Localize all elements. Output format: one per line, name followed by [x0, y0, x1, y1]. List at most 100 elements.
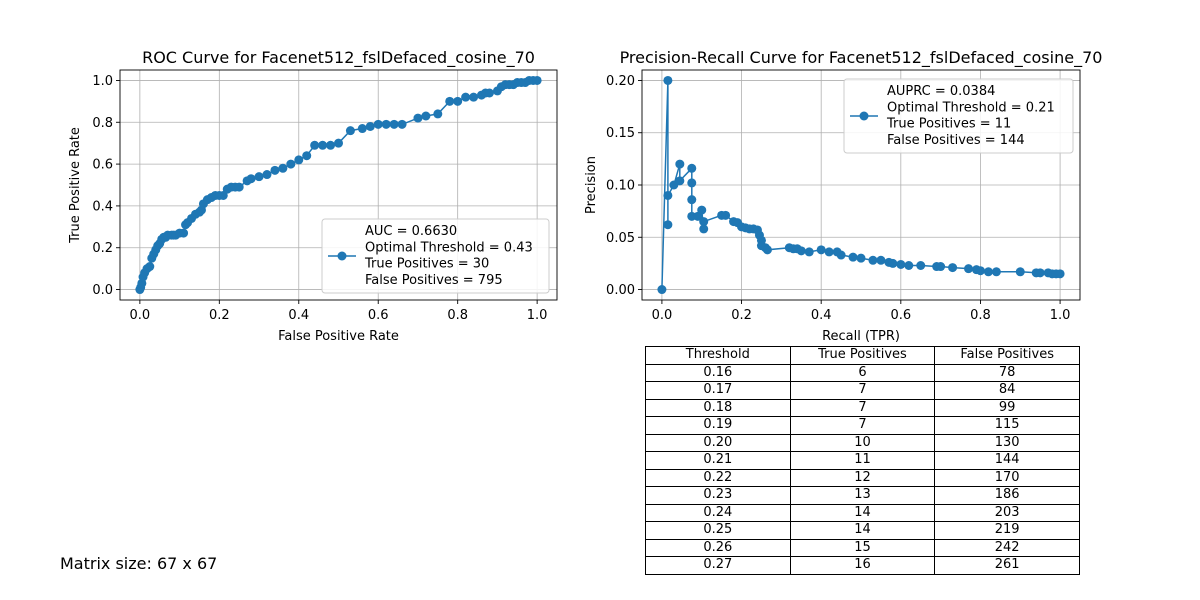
- data-point: [824, 247, 834, 257]
- axes-frame: [119, 69, 558, 301]
- data-point: [381, 119, 391, 129]
- data-point: [816, 245, 826, 255]
- table-cell: 130: [934, 433, 1080, 452]
- data-point: [373, 119, 383, 129]
- data-point: [357, 124, 367, 134]
- data-point: [856, 253, 866, 263]
- data-point: [936, 262, 946, 272]
- data-point: [1035, 268, 1045, 278]
- table-cell: 84: [934, 381, 1080, 400]
- table-row: 0.21 11 144: [645, 451, 1080, 470]
- data-point: [836, 250, 846, 260]
- data-point: [699, 224, 709, 234]
- y-tick-label: 1.0: [92, 74, 113, 89]
- chart-1: 0.0 0.2 0.4 0.6 0.8 1.0 0.0 0.2 0.4 0.6 0.8 1.0 ROC …: [68, 48, 558, 344]
- table-cell: 7: [789, 398, 936, 417]
- table-header-row: Threshold True Positives False Positives: [645, 346, 1080, 365]
- legend-text: True Positives = 11: [886, 117, 1011, 132]
- data-point: [145, 262, 155, 272]
- x-tick-label: 0.8: [447, 308, 468, 323]
- data-point: [278, 163, 288, 173]
- data-point: [254, 172, 264, 182]
- data-point: [334, 138, 343, 148]
- data-point: [286, 159, 296, 169]
- data-point: [270, 165, 280, 175]
- table-cell: 14: [789, 521, 936, 540]
- table-cell: 11: [789, 451, 936, 470]
- table-cell: 0.16: [645, 363, 791, 382]
- chart-2: 0.0 0.2 0.4 0.6 0.8 1.0 0.00 0.05 0.10 0.15 0.20 Pr…: [584, 48, 1102, 344]
- data-point: [179, 228, 189, 238]
- table-cell: 0.26: [645, 538, 791, 557]
- table-cell: 0.22: [645, 468, 791, 487]
- data-point: [469, 92, 479, 102]
- table-cell: 13: [789, 486, 936, 505]
- data-point: [848, 252, 858, 262]
- data-point: [1055, 269, 1065, 279]
- data-point: [345, 126, 355, 136]
- data-point: [532, 75, 542, 85]
- legend-box: [321, 218, 550, 294]
- data-point: [948, 263, 958, 273]
- data-point: [234, 182, 244, 192]
- header-threshold: Threshold: [645, 346, 791, 365]
- table-cell: 242: [934, 538, 1080, 557]
- legend-marker: [859, 111, 869, 121]
- table-row: 0.16 6 78: [645, 363, 1080, 382]
- legend-marker: [337, 251, 347, 261]
- x-tick-label: 0.4: [288, 308, 309, 323]
- matrix-size-label: Matrix size: 67 x 67: [60, 554, 218, 573]
- table-cell: 0.24: [645, 503, 791, 522]
- table-cell: 6: [789, 363, 936, 382]
- table-cell: 78: [934, 363, 1080, 382]
- data-point: [699, 217, 709, 227]
- header-false-positives: False Positives: [934, 346, 1080, 365]
- data-point: [991, 267, 1001, 277]
- data-point: [302, 151, 312, 161]
- x-tick-label: 0.0: [130, 308, 151, 323]
- y-tick-label: 0.15: [606, 126, 635, 141]
- x-tick-label: 1.0: [1050, 308, 1071, 323]
- table-cell: 0.17: [645, 381, 791, 400]
- data-point: [453, 96, 463, 106]
- data-point: [294, 155, 304, 165]
- table-cell: 0.18: [645, 398, 791, 417]
- legend-text: AUC = 0.6630: [365, 224, 457, 239]
- table-cell: 144: [934, 451, 1080, 470]
- data-point: [318, 140, 328, 150]
- table-cell: 0.21: [645, 451, 791, 470]
- data-point: [983, 267, 993, 277]
- data-point: [762, 245, 772, 255]
- data-point: [262, 170, 272, 180]
- threshold-table: Threshold True Positives False Positives…: [645, 346, 1080, 575]
- y-tick-label: 0.4: [92, 199, 113, 214]
- table-cell: 0.19: [645, 416, 791, 435]
- data-point: [389, 119, 399, 129]
- table-cell: 115: [934, 416, 1080, 435]
- chart-title: ROC Curve for Facenet512_fslDefaced_cosi…: [142, 48, 535, 68]
- data-point: [310, 140, 320, 150]
- data-point: [697, 205, 707, 215]
- x-tick-label: 0.4: [811, 308, 832, 323]
- y-axis-label: True Positive Rate: [68, 127, 83, 244]
- legend-text: Optimal Threshold = 0.43: [365, 240, 533, 255]
- table-row: 0.19 7 115: [645, 416, 1080, 435]
- y-tick-label: 0.20: [606, 74, 635, 89]
- x-tick-label: 0.6: [368, 308, 389, 323]
- table-row: 0.23 13 186: [645, 486, 1080, 505]
- y-tick-label: 0.00: [606, 283, 635, 298]
- y-tick-label: 0.2: [92, 241, 113, 256]
- y-tick-label: 0.10: [606, 179, 635, 194]
- data-point: [675, 159, 685, 169]
- legend-text: Optimal Threshold = 0.21: [887, 100, 1055, 115]
- data-point: [964, 264, 974, 274]
- table-row: 0.25 14 219: [645, 521, 1080, 540]
- data-point: [876, 255, 886, 265]
- header-true-positives: True Positives: [789, 346, 936, 365]
- table-cell: 14: [789, 503, 936, 522]
- data-point: [916, 261, 926, 270]
- table-cell: 15: [789, 538, 936, 557]
- data-point: [445, 96, 455, 106]
